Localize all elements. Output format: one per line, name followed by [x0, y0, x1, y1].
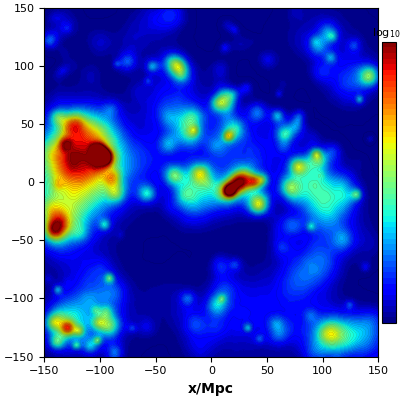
Title: $\log_{10}($: $\log_{10}($: [372, 26, 400, 40]
X-axis label: x/Mpc: x/Mpc: [188, 382, 234, 396]
